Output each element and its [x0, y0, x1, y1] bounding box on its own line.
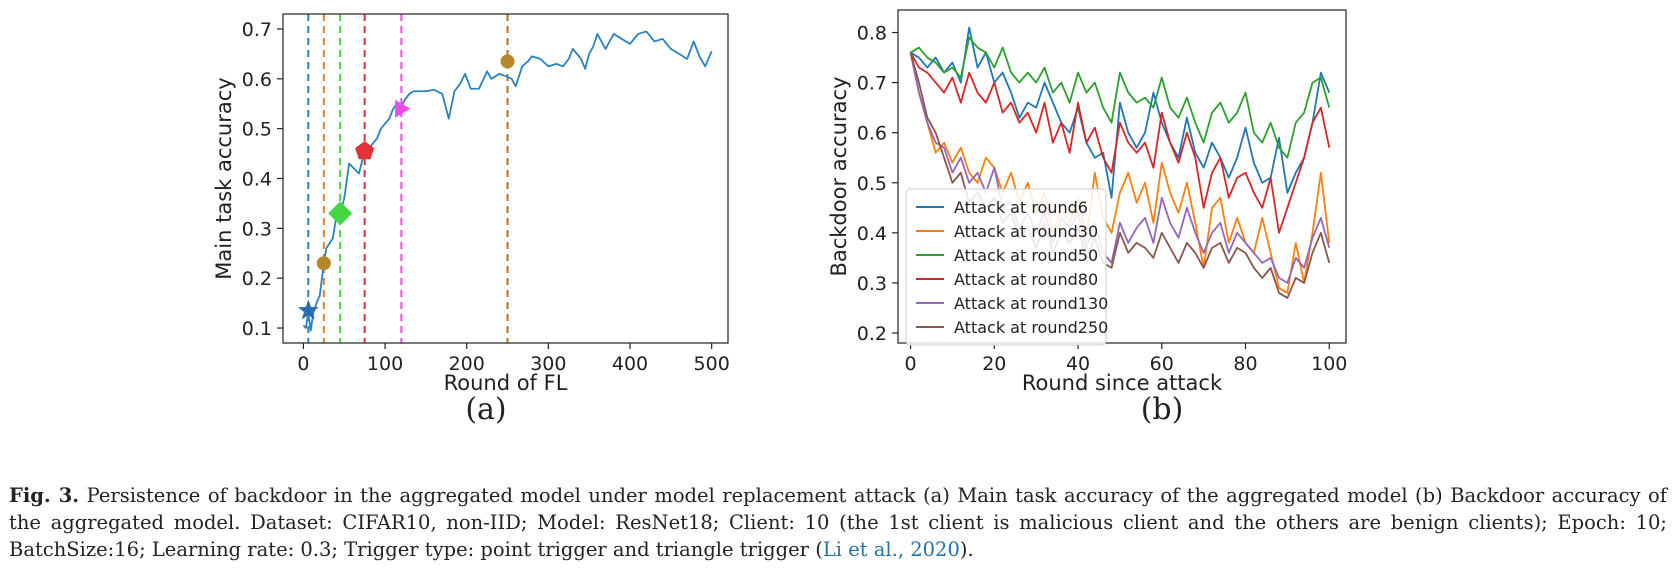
y-tick-label: 0.5	[242, 119, 272, 141]
y-tick-label: 0.5	[857, 173, 887, 195]
x-tick-label: 500	[694, 353, 730, 375]
caption-text: Persistence of backdoor in the aggregate…	[9, 484, 1667, 561]
x-tick-label: 300	[530, 353, 566, 375]
y-tick-label: 0.7	[242, 19, 272, 41]
series-line	[910, 26, 1331, 199]
panel-label: (b)	[1141, 392, 1184, 427]
series-line	[909, 52, 1331, 284]
figure: 0 100 200 300 400 500 0.10.20.30.40.50.60.7 R…	[212, 9, 1347, 427]
x-tick-label: 40	[1066, 353, 1090, 375]
legend-label: Attack at round6	[954, 198, 1088, 217]
series-line	[910, 36, 1331, 159]
x-tick-label: 0	[905, 353, 917, 375]
caption-tail: ).	[959, 538, 974, 561]
panel-b-backdoor-accuracy: 0 20 40 60 80 100 0.2 0.3 0.4 0.5 0.6 0.7 0.8 Attac…	[827, 9, 1347, 427]
marker-star	[297, 299, 319, 320]
y-tick-label: 0.6	[857, 123, 887, 145]
x-tick-label: 80	[1233, 353, 1257, 375]
plot-frame	[897, 9, 1347, 344]
marker-circle	[500, 54, 515, 69]
y-tick-label: 0.6	[242, 69, 272, 91]
panel-label: (a)	[465, 392, 506, 427]
attack-round-vlines	[307, 14, 509, 343]
y-axis-label: Backdoor accuracy	[827, 76, 851, 276]
x-axis-label: Round since attack	[1022, 371, 1223, 395]
x-tick-label: 400	[612, 353, 648, 375]
y-axis-label: Main task accuracy	[212, 77, 236, 279]
citation-link[interactable]: Li et al., 2020	[822, 538, 960, 561]
y-axis-ticks: 0.2 0.3 0.4 0.5 0.6 0.7 0.8	[857, 23, 898, 345]
legend-label: Attack at round130	[954, 294, 1108, 313]
y-tick-label: 0.4	[857, 223, 887, 245]
legend-box	[905, 188, 1107, 346]
figure-number: Fig. 3.	[9, 484, 80, 507]
x-tick-label: 0	[297, 353, 309, 375]
series-line	[909, 52, 1331, 294]
y-tick-label: 0.4	[242, 169, 272, 191]
marker-diamond	[328, 201, 353, 226]
x-tick-label: 100	[367, 353, 403, 375]
y-axis-ticks: 0.1 0.2 0.3 0.4 0.5 0.6 0.7	[242, 19, 283, 340]
legend: Attack at round6 Attack at round30 Attack …	[905, 188, 1108, 346]
marker-pentagon	[355, 141, 375, 160]
figure-caption: Fig. 3. Persistence of backdoor in the a…	[9, 482, 1667, 563]
x-axis-label: Round of FL	[444, 371, 568, 395]
attack-markers	[297, 54, 515, 320]
marker-triangle	[395, 99, 411, 118]
y-tick-label: 0.3	[242, 218, 272, 240]
panel-a-main-task-accuracy: 0 100 200 300 400 500 0.1 0.2 0.3 0.4 0.5 0.6 0.7 R…	[212, 13, 730, 427]
y-tick-label: 0.1	[242, 318, 272, 340]
legend-label: Attack at round50	[954, 246, 1098, 265]
x-tick-label: 200	[449, 353, 485, 375]
x-tick-label: 60	[1150, 353, 1174, 375]
y-tick-label: 0.7	[857, 73, 887, 95]
series-line	[909, 52, 1331, 234]
x-axis-ticks: 0 100 200 300 400 500	[297, 343, 730, 375]
y-tick-label: 0.2	[242, 268, 272, 290]
y-tick-label: 0.2	[857, 323, 887, 345]
y-tick-label: 0.8	[857, 23, 887, 45]
x-tick-label: 20	[982, 353, 1006, 375]
legend-label: Attack at round80	[954, 270, 1098, 289]
marker-circle	[316, 256, 331, 271]
x-axis-ticks: 0 20 40 60 80 100	[905, 343, 1347, 375]
legend-label: Attack at round250	[954, 318, 1108, 337]
legend-label: Attack at round30	[954, 222, 1098, 241]
y-tick-label: 0.3	[857, 273, 887, 295]
x-tick-label: 100	[1311, 353, 1347, 375]
